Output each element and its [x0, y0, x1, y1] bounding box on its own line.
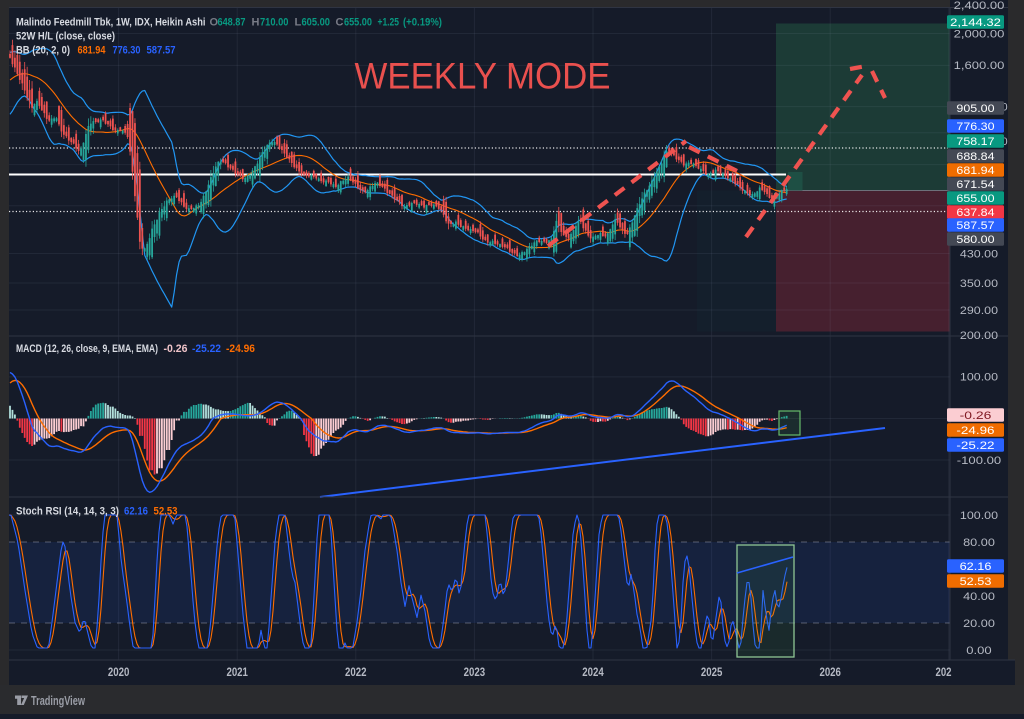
svg-text:0: 0: [1002, 136, 1008, 148]
svg-text:62.16: 62.16: [960, 561, 992, 573]
svg-text:(+0.19%): (+0.19%): [403, 17, 442, 29]
svg-text:710.00: 710.00: [260, 17, 289, 29]
svg-text:52.53: 52.53: [960, 576, 992, 588]
svg-text:O: O: [210, 17, 219, 29]
svg-text:TradingView: TradingView: [31, 694, 85, 708]
svg-text:2025: 2025: [701, 665, 723, 679]
svg-text:100.00: 100.00: [960, 510, 998, 522]
svg-text:BB (20, 2, 0): BB (20, 2, 0): [16, 45, 70, 57]
svg-text:605.00: 605.00: [302, 17, 331, 29]
svg-text:-0.26: -0.26: [164, 343, 188, 355]
svg-text:MACD (12, 26, close, 9, EMA, E: MACD (12, 26, close, 9, EMA, EMA): [16, 343, 158, 355]
svg-text:202: 202: [936, 665, 952, 679]
svg-text:350.00: 350.00: [960, 278, 998, 290]
svg-text:290.00: 290.00: [960, 305, 998, 317]
svg-text:2,400.00: 2,400.00: [954, 0, 1005, 12]
svg-text:430.00: 430.00: [960, 248, 998, 260]
svg-text:52W H/L (close, close): 52W H/L (close, close): [16, 31, 115, 43]
svg-text:200.00: 200.00: [960, 330, 998, 342]
svg-text:-25.22: -25.22: [192, 343, 221, 355]
svg-text:62.16: 62.16: [124, 506, 148, 518]
svg-text:671.54: 671.54: [956, 179, 994, 191]
svg-text:0: 0: [1002, 101, 1008, 113]
svg-text:2026: 2026: [819, 665, 841, 679]
svg-text:52.53: 52.53: [154, 506, 178, 518]
svg-text:C: C: [336, 17, 344, 29]
svg-text:2021: 2021: [226, 665, 248, 679]
svg-text:WEEKLY MODE: WEEKLY MODE: [355, 56, 611, 97]
svg-text:-100.00: -100.00: [957, 455, 1001, 467]
svg-text:2,144.32: 2,144.32: [950, 17, 1001, 29]
svg-text:+1.25: +1.25: [378, 17, 400, 29]
svg-text:637.84: 637.84: [956, 207, 994, 219]
svg-text:758.17: 758.17: [956, 136, 994, 148]
svg-text:2,000.00: 2,000.00: [954, 28, 1005, 40]
svg-text:655.00: 655.00: [956, 193, 994, 205]
svg-text:655.00: 655.00: [344, 17, 372, 29]
svg-text:580.00: 580.00: [956, 234, 994, 246]
svg-text:20.00: 20.00: [963, 618, 995, 630]
svg-text:2024: 2024: [582, 665, 604, 679]
svg-text:1,600.00: 1,600.00: [954, 60, 1005, 72]
svg-text:2020: 2020: [108, 665, 130, 679]
svg-text:587.57: 587.57: [956, 220, 994, 232]
svg-text:80.00: 80.00: [963, 537, 995, 549]
svg-text:776.30: 776.30: [956, 121, 994, 133]
svg-text:688.84: 688.84: [956, 151, 994, 163]
svg-text:Malindo Feedmill Tbk, 1W, IDX,: Malindo Feedmill Tbk, 1W, IDX, Heikin As…: [16, 17, 206, 29]
svg-text:0.00: 0.00: [966, 645, 991, 657]
svg-text:681.94: 681.94: [956, 165, 994, 177]
svg-text:-24.96: -24.96: [226, 343, 255, 355]
svg-text:681.94: 681.94: [78, 45, 107, 57]
svg-text:776.30: 776.30: [113, 45, 141, 57]
svg-text:905.00: 905.00: [956, 103, 994, 115]
svg-text:L: L: [295, 17, 302, 29]
svg-text:H: H: [252, 17, 260, 29]
svg-text:648.87: 648.87: [218, 17, 246, 29]
svg-text:587.57: 587.57: [147, 45, 176, 57]
svg-text:Stoch RSI (14, 14, 3, 3): Stoch RSI (14, 14, 3, 3): [16, 506, 119, 518]
svg-text:-0.26: -0.26: [960, 410, 992, 422]
svg-text:2022: 2022: [345, 665, 367, 679]
svg-text:-24.96: -24.96: [956, 425, 994, 437]
svg-text:100.00: 100.00: [960, 372, 998, 384]
svg-text:2023: 2023: [464, 665, 486, 679]
svg-text:-25.22: -25.22: [956, 440, 994, 452]
svg-text:40.00: 40.00: [963, 591, 995, 603]
